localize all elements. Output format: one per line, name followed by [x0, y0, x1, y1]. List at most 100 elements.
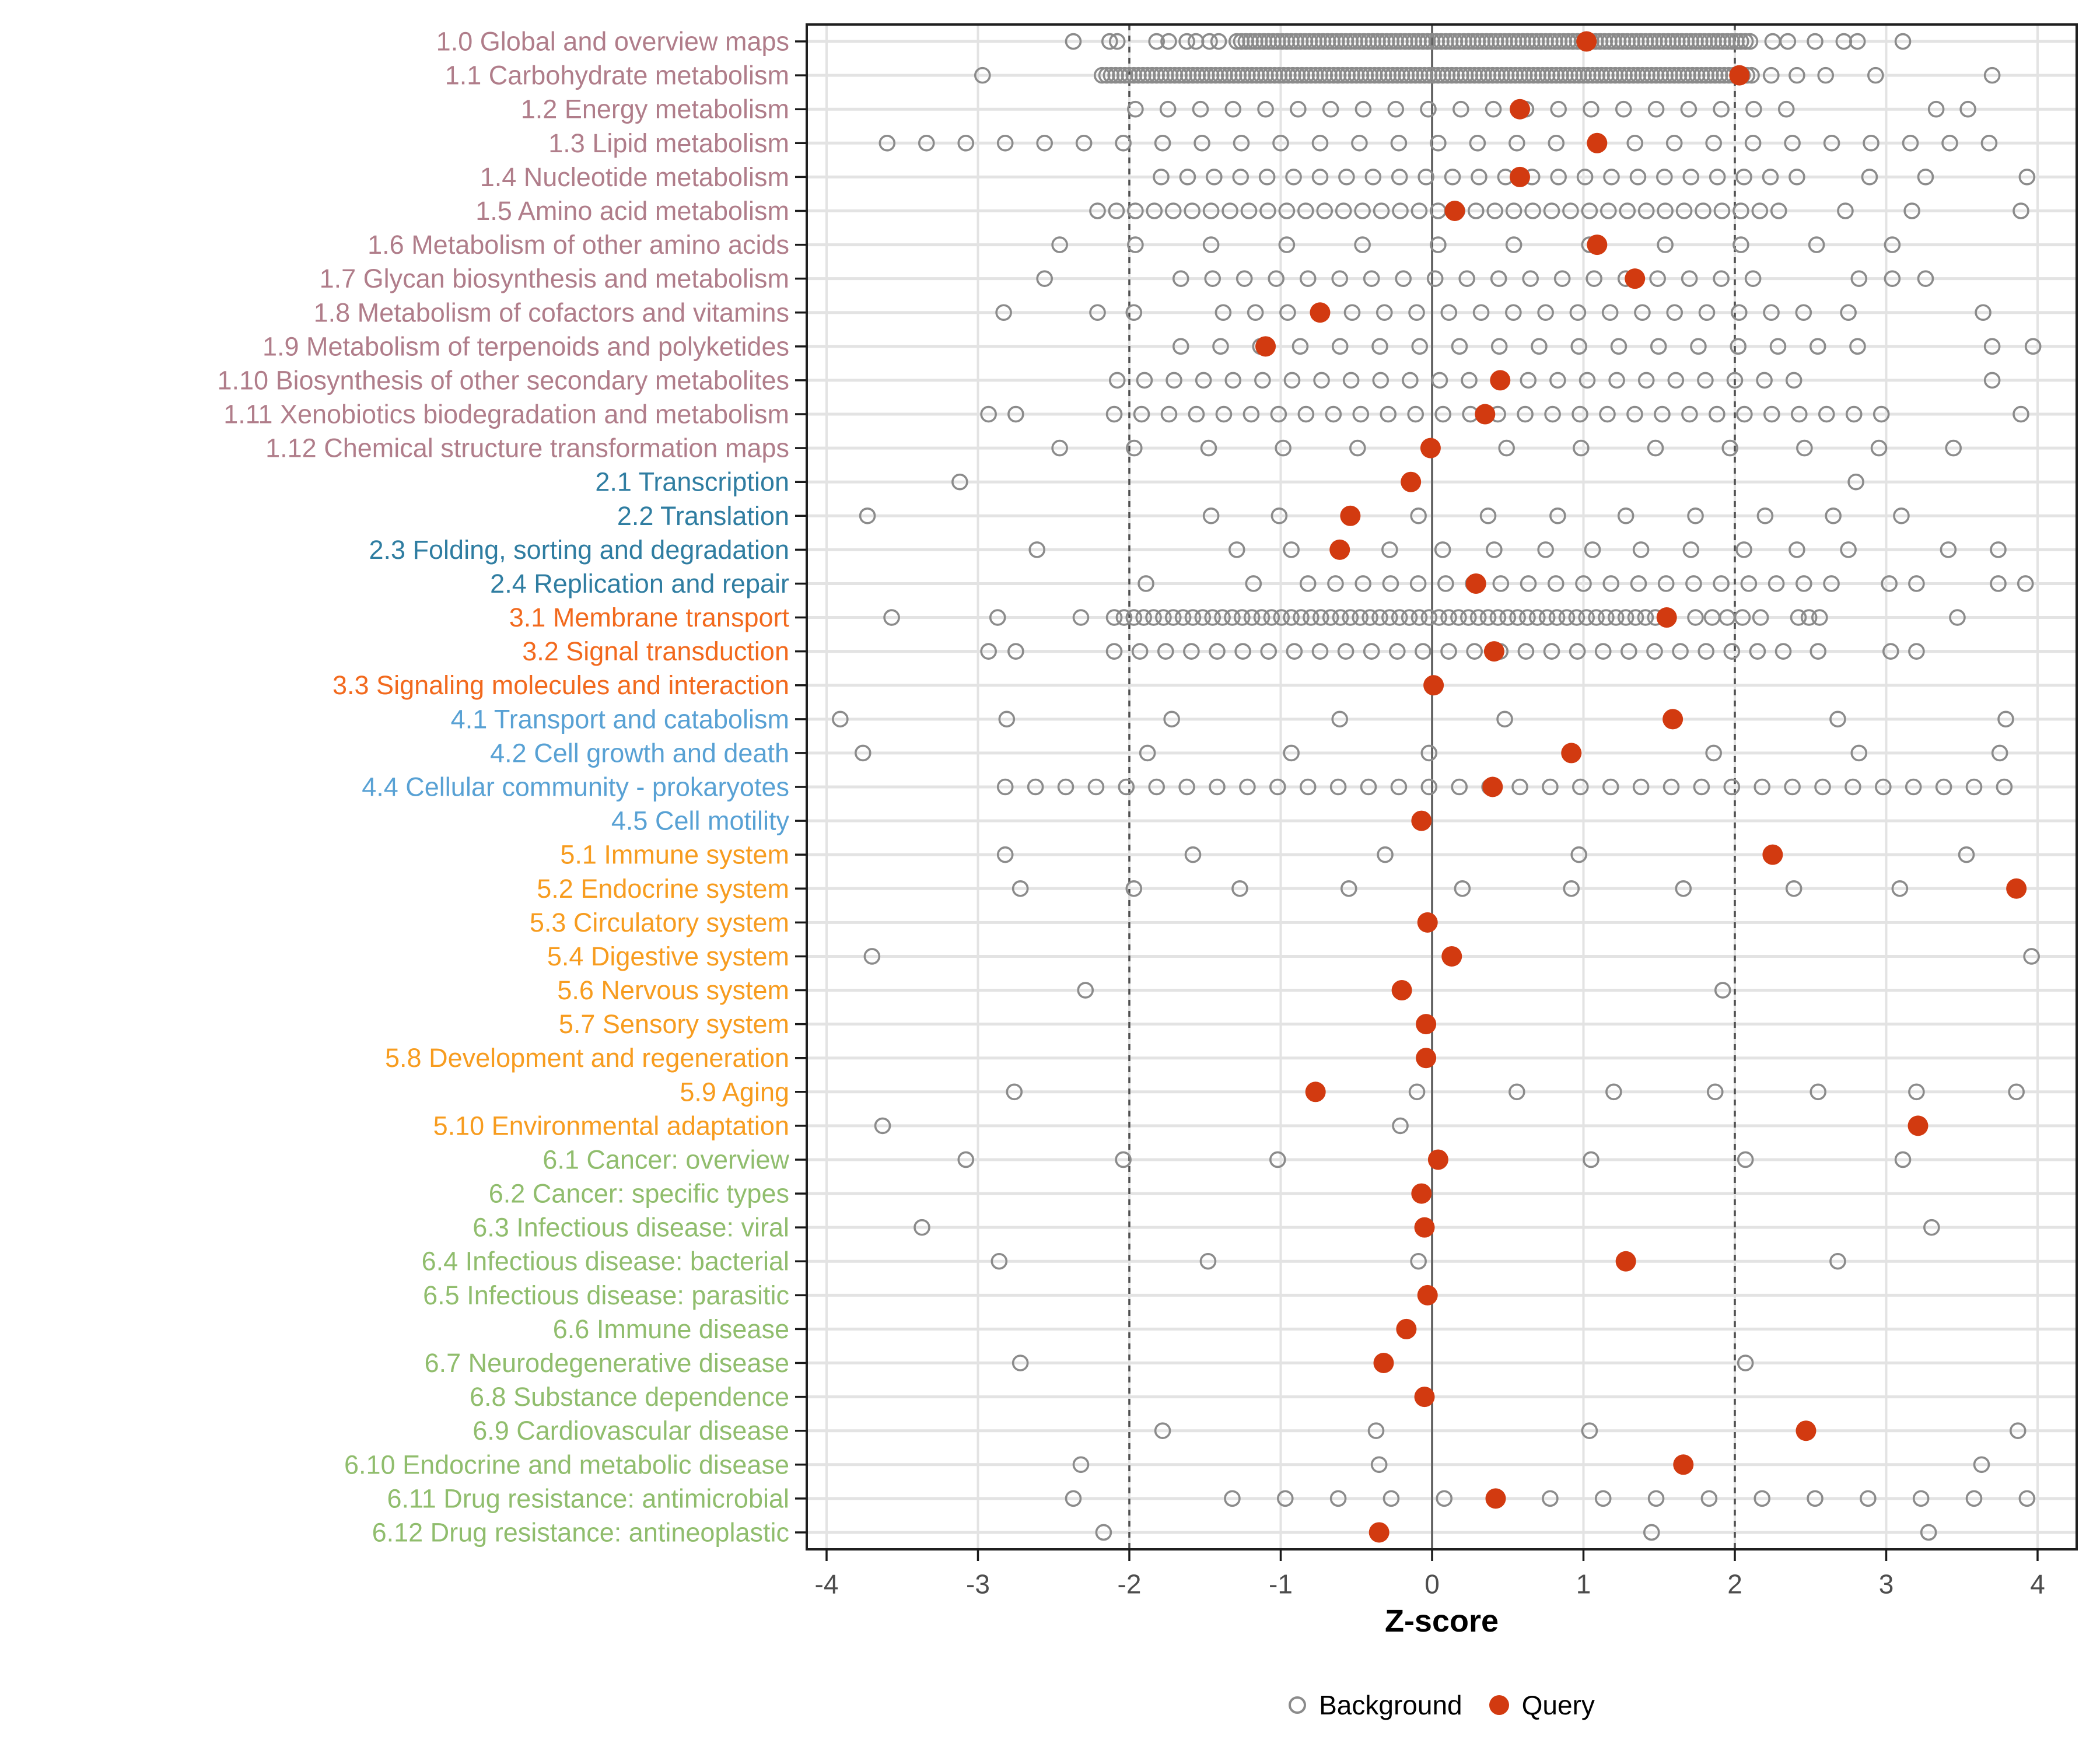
background-point [832, 710, 849, 728]
background-point [1573, 439, 1590, 457]
background-point [1201, 33, 1218, 50]
background-point [1505, 202, 1522, 219]
background-point [1331, 710, 1349, 728]
background-point [1410, 1252, 1427, 1270]
background-point [1649, 270, 1666, 287]
background-point [1184, 846, 1202, 863]
background-point [1709, 405, 1726, 423]
background-point [1259, 202, 1276, 219]
background-point [1376, 304, 1393, 321]
background-point [1849, 338, 1866, 355]
background-point [1647, 439, 1664, 457]
background-point [1471, 169, 1488, 186]
background-point [1785, 880, 1803, 897]
background-point [1188, 405, 1205, 423]
y-axis-label: 6.3 Infectious disease: viral [473, 1213, 789, 1242]
background-point [1656, 169, 1673, 186]
background-point [1667, 372, 1685, 389]
background-point [1392, 202, 1409, 219]
background-point [1581, 202, 1598, 219]
query-point [1401, 471, 1422, 492]
background-point [1542, 1490, 1559, 1507]
background-point [1460, 609, 1477, 626]
background-point [1354, 236, 1371, 253]
background-point [1209, 778, 1226, 796]
background-point [1254, 372, 1271, 389]
background-point [1243, 609, 1261, 626]
background-point [1027, 778, 1044, 796]
background-point [980, 643, 997, 660]
background-point [1581, 1422, 1598, 1439]
background-point [1327, 575, 1344, 592]
background-point [996, 135, 1014, 152]
background-point [1647, 100, 1665, 118]
background-point [1486, 541, 1503, 558]
query-point [1615, 1251, 1636, 1272]
y-axis-label: 1.10 Biosynthesis of other secondary met… [217, 365, 789, 395]
y-axis-label: 1.7 Glycan biosynthesis and metabolism [320, 264, 789, 293]
y-axis-label: 4.1 Transport and catabolism [451, 704, 789, 734]
background-point [1650, 338, 1667, 355]
background-point [1172, 338, 1189, 355]
background-point [1807, 1490, 1824, 1507]
background-point [1415, 643, 1432, 660]
background-point [1732, 33, 1749, 50]
background-point [878, 135, 896, 152]
background-point [1745, 100, 1762, 118]
background-point [1763, 405, 1780, 423]
background-point [1983, 66, 2001, 84]
background-point [1342, 372, 1360, 389]
background-point [1608, 372, 1625, 389]
background-point [1823, 575, 1840, 592]
background-point [1367, 1422, 1385, 1439]
background-point [1657, 575, 1675, 592]
background-point [1127, 236, 1144, 253]
background-point [1408, 304, 1425, 321]
background-point [1675, 202, 1693, 219]
background-point [1006, 1083, 1023, 1101]
background-point [1894, 1151, 1912, 1168]
background-point [1492, 575, 1510, 592]
background-point [1322, 609, 1339, 626]
query-point [1587, 132, 1608, 153]
background-point [1390, 778, 1408, 796]
background-point [1437, 575, 1454, 592]
background-point [1342, 609, 1359, 626]
background-point [1420, 100, 1437, 118]
query-point [1483, 641, 1504, 662]
background-point [2013, 405, 2029, 423]
background-point [1371, 609, 1388, 626]
background-point [2017, 575, 2034, 592]
query-point [1796, 1420, 1817, 1441]
background-point [1224, 609, 1241, 626]
background-point [1662, 778, 1680, 796]
background-point [1352, 609, 1369, 626]
background-point [1903, 202, 1920, 219]
background-point [1553, 270, 1571, 287]
background-point [1996, 778, 2013, 796]
background-point [1154, 1422, 1171, 1439]
background-point [1675, 880, 1692, 897]
background-point [1990, 541, 2007, 558]
background-point [1867, 66, 1884, 84]
background-point [1199, 1252, 1217, 1270]
background-point [1572, 778, 1589, 796]
background-point [1549, 507, 1566, 524]
background-point [1354, 575, 1371, 592]
background-point [1430, 135, 1447, 152]
background-point [1594, 643, 1612, 660]
background-point [1236, 270, 1253, 287]
background-point [1769, 338, 1787, 355]
background-point [1576, 169, 1594, 186]
background-point [1547, 575, 1564, 592]
background-point [1637, 372, 1655, 389]
legend-background-label: Background [1319, 1690, 1462, 1720]
y-axis-label: 1.9 Metabolism of terpenoids and polyket… [262, 331, 789, 361]
background-point [1517, 405, 1534, 423]
background-point [1726, 372, 1744, 389]
background-point [1751, 202, 1769, 219]
background-point [1531, 338, 1548, 355]
background-point [1626, 405, 1643, 423]
background-point [1737, 1151, 1754, 1168]
